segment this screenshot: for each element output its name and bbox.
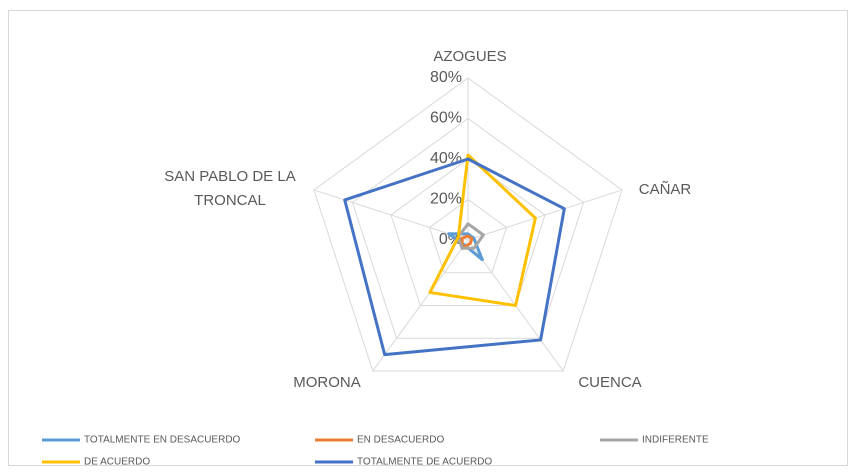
legend-label: TOTALMENTE DE ACUERDO — [357, 457, 492, 468]
grid-ring — [351, 117, 585, 339]
legend-label: INDIFERENTE — [642, 435, 709, 446]
r-tick-label: 20% — [430, 191, 462, 208]
category-label: SAN PABLO DE LA TRONCAL — [164, 168, 296, 209]
series-line — [447, 232, 484, 262]
category-label: AZOGUES — [433, 48, 507, 65]
category-label: CAÑAR — [638, 181, 692, 198]
grid-ring — [428, 198, 508, 274]
spoke — [467, 189, 623, 241]
spoke — [313, 189, 469, 241]
chart-border — [8, 10, 848, 466]
category-label: MORONA — [293, 374, 361, 391]
series-line — [428, 153, 537, 308]
series-line — [460, 234, 474, 250]
legend-label: TOTALMENTE EN DESACUERDO — [84, 435, 241, 446]
grid-ring — [313, 77, 623, 372]
r-tick-label: 80% — [430, 69, 462, 86]
grid-ring — [390, 158, 546, 307]
r-tick-label: 40% — [430, 150, 462, 167]
r-tick-label: 60% — [430, 110, 462, 127]
spoke — [372, 239, 469, 372]
legend-label: EN DESACUERDO — [357, 435, 444, 446]
series-line — [343, 157, 566, 357]
category-label: CUENCA — [578, 374, 642, 391]
legend-label: DE ACUERDO — [84, 457, 150, 468]
